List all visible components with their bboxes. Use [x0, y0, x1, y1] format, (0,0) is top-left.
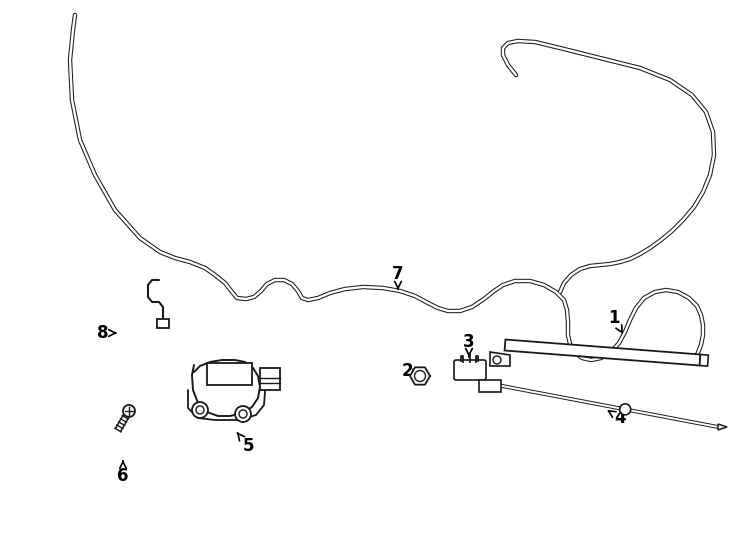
- Text: 5: 5: [238, 433, 254, 455]
- Text: 2: 2: [401, 362, 418, 380]
- Circle shape: [192, 402, 208, 418]
- Polygon shape: [700, 355, 708, 366]
- Text: 1: 1: [608, 309, 622, 333]
- Text: 7: 7: [392, 265, 404, 289]
- Polygon shape: [504, 340, 700, 366]
- Circle shape: [619, 404, 631, 415]
- Circle shape: [239, 410, 247, 418]
- Text: 3: 3: [463, 333, 475, 356]
- Polygon shape: [718, 424, 727, 430]
- Bar: [260, 368, 280, 390]
- Polygon shape: [490, 352, 510, 366]
- Circle shape: [493, 356, 501, 364]
- Bar: [479, 380, 501, 392]
- Text: 8: 8: [97, 324, 115, 342]
- Text: 4: 4: [608, 409, 626, 427]
- Circle shape: [123, 405, 135, 417]
- Polygon shape: [192, 360, 260, 416]
- Polygon shape: [410, 367, 430, 384]
- Circle shape: [196, 406, 204, 414]
- Bar: [207, 363, 252, 385]
- FancyBboxPatch shape: [454, 360, 486, 380]
- Bar: [157, 319, 169, 328]
- Polygon shape: [188, 382, 265, 420]
- Circle shape: [235, 406, 251, 422]
- Text: 6: 6: [117, 461, 128, 485]
